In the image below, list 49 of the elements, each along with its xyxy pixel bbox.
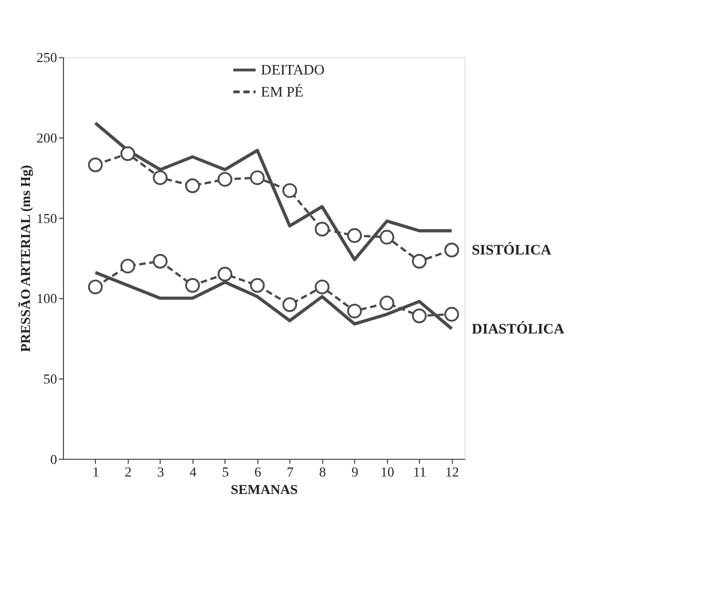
y-tick-label: 100 [36,291,58,306]
y-tick-label: 50 [43,372,58,387]
x-tick-label: 10 [380,464,394,480]
y-tick-label: 0 [50,452,58,467]
x-tick-label: 4 [190,464,197,480]
point [412,308,427,324]
point [444,306,460,322]
point [380,296,394,310]
point [282,297,298,312]
x-tick-label: 1 [92,464,100,480]
y-tick-label: 200 [36,130,58,146]
line-series [94,121,454,262]
point [347,304,362,318]
x-tick-label: 9 [352,464,359,480]
point [152,170,168,186]
x-tick-label: 6 [254,464,262,480]
point [152,254,168,269]
legend-label: EM PÉ [260,83,304,100]
x-tick-label: 7 [286,464,294,480]
legend-label: DEITADO [260,62,325,79]
x-tick-label: 3 [157,464,164,480]
point [412,254,427,269]
point [120,258,136,274]
point [185,178,200,194]
x-tick-label: 2 [124,464,132,480]
y-tick-label: 250 [36,50,58,66]
point [88,158,103,172]
point [347,228,362,243]
point [314,280,330,294]
point [185,278,200,293]
point [250,170,265,186]
point [88,280,103,294]
x-tick-label: 12 [445,464,460,480]
x-tick-label: 5 [222,464,229,480]
point [218,172,232,187]
y-axis-title: PRESSÃO ARTERIAL (ms Hg) [18,165,34,352]
point [314,222,330,236]
point [444,242,460,258]
annotation: SISTÓLICA [472,242,552,259]
x-tick-label: 8 [319,464,326,480]
point [282,183,298,198]
y-tick-label: 150 [36,210,58,226]
annotation: DIASTÓLICA [472,320,565,338]
point [250,278,265,293]
point [380,230,394,245]
point [218,266,232,282]
x-tick-label: 11 [413,464,426,480]
x-axis-title: SEMANAS [230,482,298,498]
point [120,146,136,161]
